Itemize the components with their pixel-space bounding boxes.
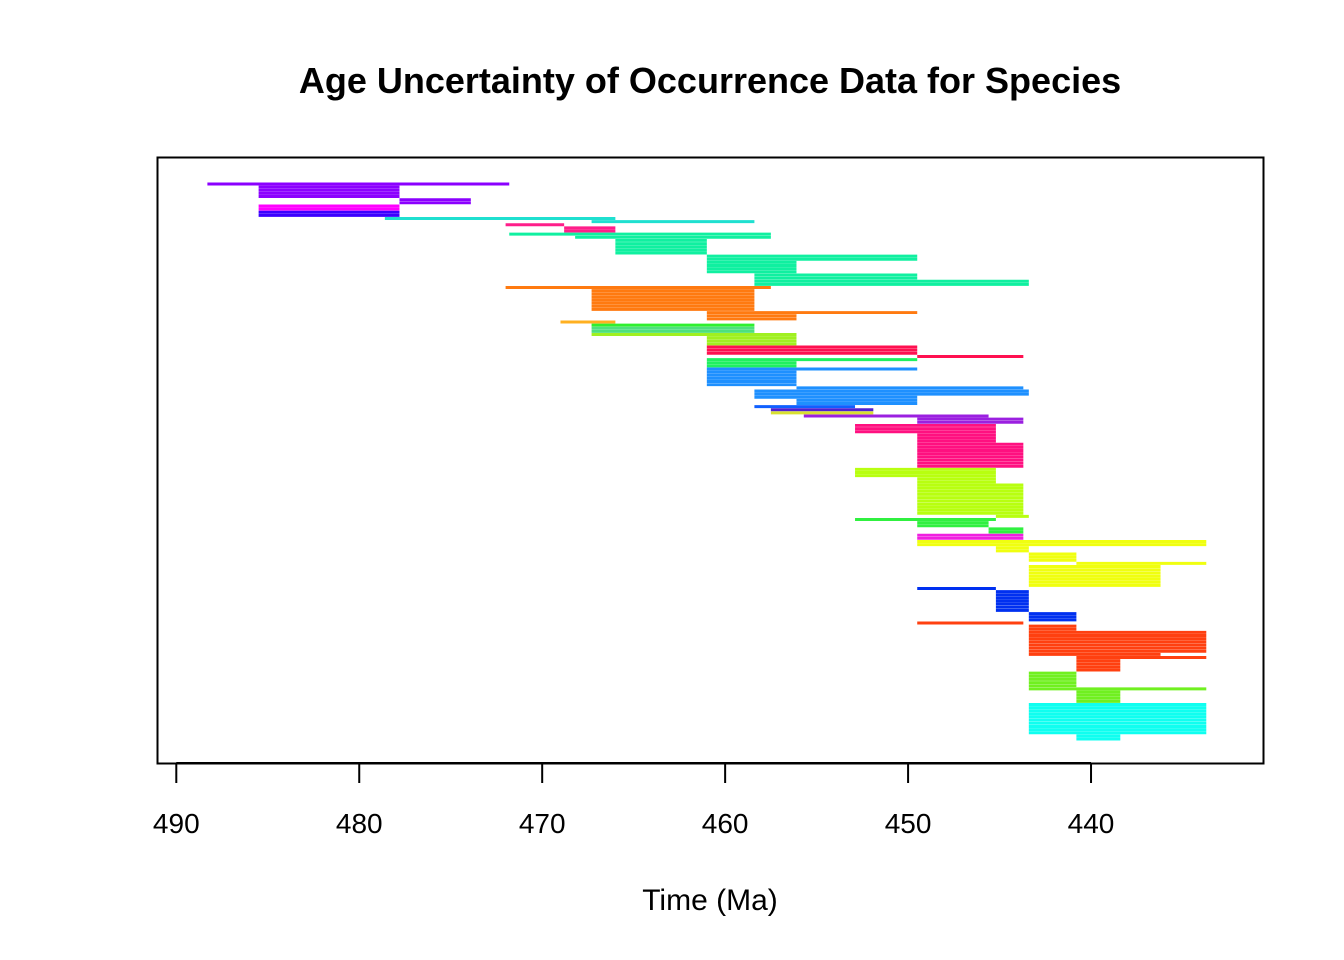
x-tick-label-450: 450 [885,808,932,839]
plot-frame [156,156,1265,765]
x-tick-label-480: 480 [336,808,383,839]
x-tick-label-460: 460 [702,808,749,839]
x-tick-label-490: 490 [153,808,200,839]
chart-title: Age Uncertainty of Occurrence Data for S… [299,60,1121,101]
x-axis: 490 480 470 460 450 440 [153,762,1115,839]
x-axis-label: Time (Ma) [642,884,778,917]
occurrence-ranges [207,182,1207,741]
x-tick-label-440: 440 [1068,808,1115,839]
x-tick-label-470: 470 [519,808,566,839]
